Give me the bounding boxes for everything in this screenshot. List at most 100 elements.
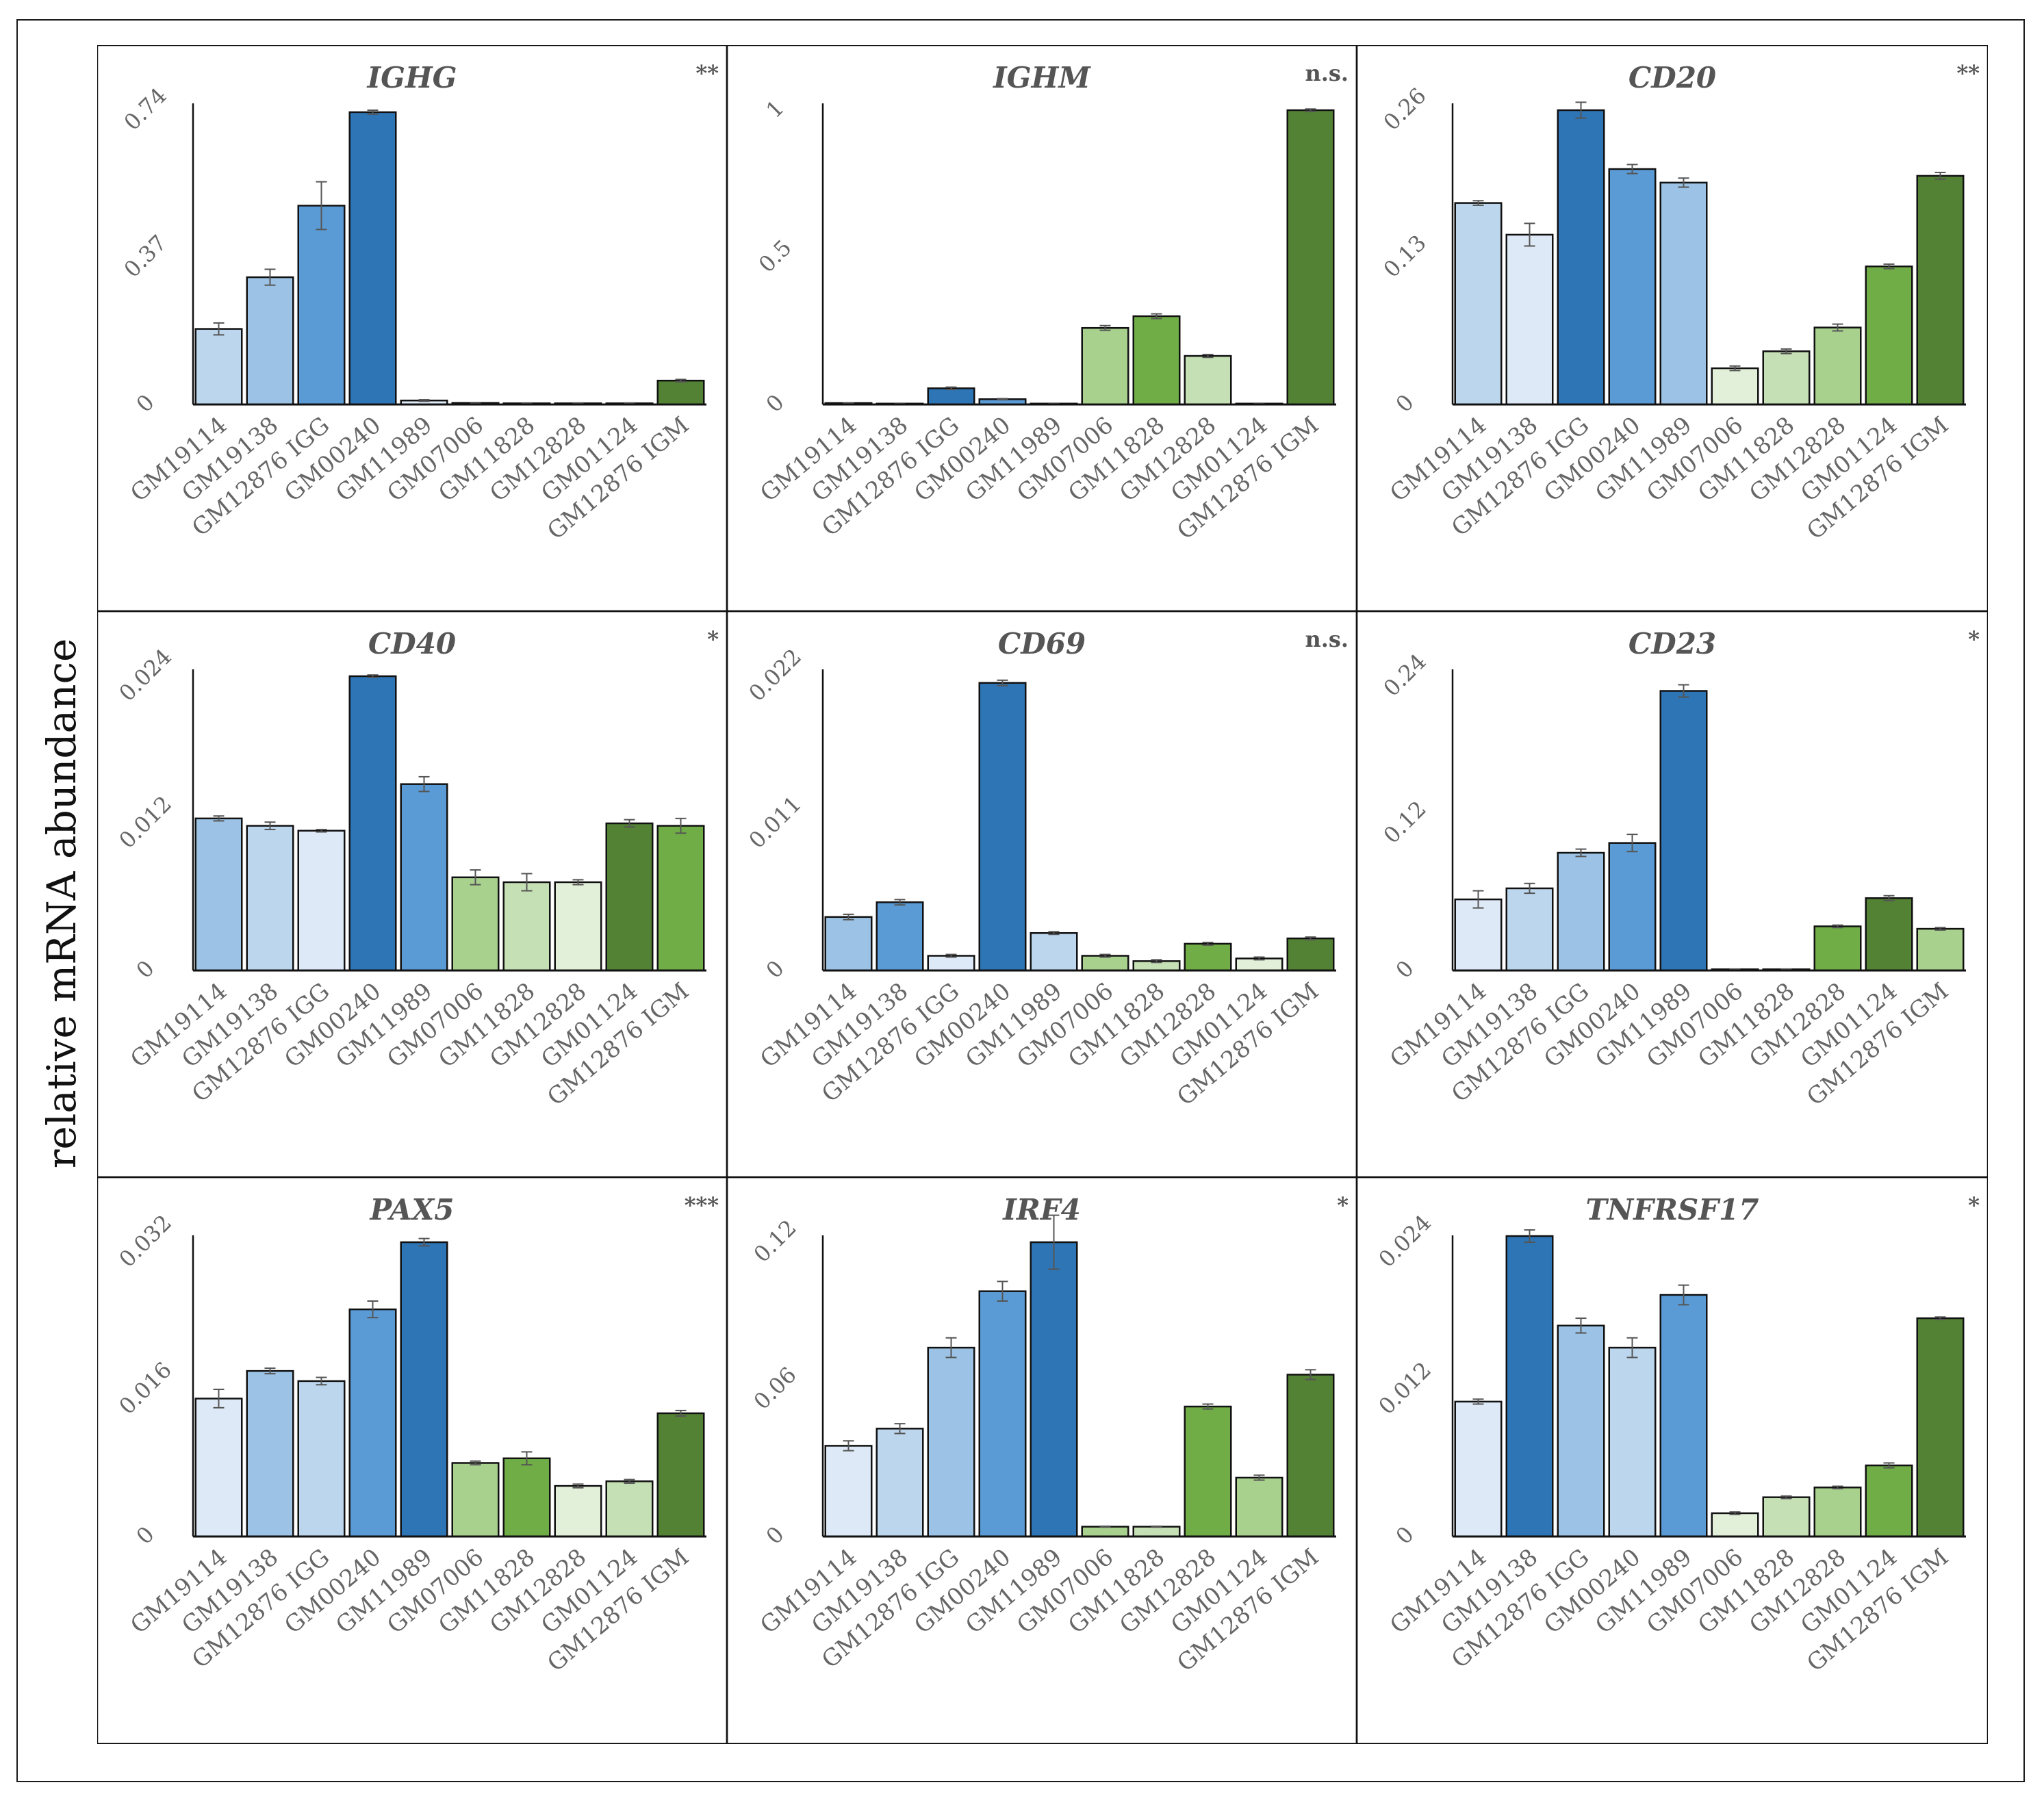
bar-gm00240: [978, 682, 1027, 972]
bar-gm19114: [1454, 898, 1503, 972]
chart-tnfrsf17: TNFRSF17 *00.0120.024GM19114GM19138GM1287…: [1355, 1176, 1988, 1744]
bar-gm07006: [1081, 326, 1129, 406]
bar-gm12876-igg: [297, 1380, 346, 1538]
bar-gm12876-igg: [1557, 1324, 1605, 1538]
bar-gm11828: [502, 881, 551, 972]
chart-title: IGHM: [993, 61, 1091, 94]
bar-gm19138: [246, 825, 294, 972]
chart-title: CD23: [1628, 627, 1716, 660]
bar-gm12828: [554, 1484, 602, 1538]
bar-gm12876-igg: [297, 830, 346, 972]
bar-gm12828: [1184, 942, 1232, 972]
bar-gm12876-igg: [927, 387, 975, 406]
significance-label: *: [1968, 626, 1980, 652]
bar-gm07006: [1081, 1526, 1129, 1538]
bar-gm12876-igg: [1557, 851, 1605, 972]
significance-label: **: [696, 60, 719, 86]
bar-gm12876-igm: [1286, 1374, 1335, 1538]
bar-gm12828: [1813, 925, 1862, 972]
bar-gm11989: [1030, 932, 1078, 972]
y-axis-label: relative mRNA abundance: [38, 638, 85, 1169]
y-tick-label: 0.022: [743, 643, 806, 706]
figure-frame: [16, 19, 2025, 1782]
bar-gm00240: [348, 111, 397, 406]
chart-cd69: CD69 n.s.00.0110.022GM19114GM19138GM12876…: [726, 610, 1358, 1179]
y-tick-label: 0.13: [1379, 230, 1431, 283]
bar-gm19114: [194, 1398, 243, 1538]
bar-gm11989: [1659, 181, 1708, 406]
bar-gm19138: [876, 901, 924, 972]
y-tick-label: 0: [1391, 955, 1419, 983]
bar-gm19138: [246, 276, 294, 406]
bar-gm11989: [1659, 1294, 1708, 1538]
bar-gm12828: [1813, 326, 1862, 406]
bar-gm12876-igg: [1557, 109, 1605, 406]
chart-pax5: PAX5 ***00.0160.032GM19114GM19138GM12876 …: [97, 1176, 728, 1744]
y-tick-label: 1: [761, 95, 789, 123]
bar-gm19138: [876, 1428, 924, 1538]
significance-label: *: [707, 626, 719, 652]
bar-gm19114: [1454, 1400, 1503, 1538]
y-tick-label: 0.5: [754, 235, 797, 278]
bar-gm11989: [1030, 1241, 1078, 1538]
y-tick-label: 0: [761, 389, 789, 417]
bar-gm12876-igm: [1916, 175, 1965, 406]
bar-gm00240: [348, 1308, 397, 1538]
chart-title: TNFRSF17: [1586, 1193, 1759, 1226]
bar-gm12876-igg: [927, 1346, 975, 1538]
y-tick-label: 0.06: [749, 1362, 802, 1415]
bar-gm00240: [1608, 1346, 1657, 1538]
y-tick-label: 0.12: [749, 1215, 802, 1268]
bar-gm12828: [1184, 1405, 1232, 1538]
bar-gm19138: [246, 1370, 294, 1538]
y-tick-label: 0: [131, 955, 159, 983]
bar-gm01124: [1865, 1464, 1913, 1538]
bar-gm11989: [400, 783, 448, 972]
bar-gm12876-igm: [1286, 109, 1335, 406]
bar-gm01124: [605, 1480, 654, 1538]
bar-gm12876-igm: [656, 1412, 705, 1538]
bar-gm19114: [1454, 202, 1503, 406]
bar-gm12876-igg: [927, 955, 975, 972]
bar-gm19138: [1505, 887, 1554, 972]
y-tick-label: 0: [1391, 389, 1419, 417]
y-tick-label: 0.024: [1373, 1209, 1436, 1272]
y-tick-label: 0.74: [119, 83, 172, 136]
bar-gm01124: [1235, 1476, 1283, 1538]
chart-title: PAX5: [370, 1193, 455, 1226]
y-tick-label: 0: [761, 955, 789, 983]
bar-gm12876-igg: [297, 205, 346, 406]
bar-gm12876-igm: [1916, 927, 1965, 972]
y-tick-label: 0.024: [114, 643, 177, 706]
significance-label: *: [1968, 1192, 1980, 1218]
y-tick-label: 0.26: [1379, 83, 1431, 136]
bar-gm19138: [1505, 1235, 1554, 1538]
y-tick-label: 0: [131, 1521, 159, 1550]
bar-gm19138: [1505, 233, 1554, 406]
bar-gm11828: [1762, 350, 1811, 406]
y-tick-label: 0.12: [1379, 796, 1431, 849]
bar-gm11828: [502, 1457, 551, 1538]
bar-gm19114: [824, 1445, 873, 1538]
bar-gm11828: [1132, 315, 1181, 406]
bar-gm12876-igm: [1916, 1317, 1965, 1538]
bar-gm07006: [1081, 955, 1129, 972]
bar-gm19114: [194, 328, 243, 406]
bar-gm00240: [1608, 842, 1657, 972]
y-tick-label: 0.24: [1379, 649, 1431, 702]
y-tick-label: 0.016: [114, 1357, 177, 1419]
significance-label: n.s.: [1305, 60, 1349, 86]
bar-gm07006: [1711, 367, 1759, 406]
chart-grid: IGHG ** 0 0.37 0.74 GM19114 GM19138 GM12876 IGG…: [97, 45, 1988, 1744]
bar-gm11828: [1762, 1496, 1811, 1538]
significance-label: ***: [685, 1192, 719, 1218]
bar-gm19114: [194, 817, 243, 972]
y-tick-label: 0.37: [119, 230, 172, 283]
y-tick-label: 0.032: [114, 1209, 177, 1272]
bar-gm00240: [348, 675, 397, 972]
significance-label: n.s.: [1305, 626, 1349, 652]
